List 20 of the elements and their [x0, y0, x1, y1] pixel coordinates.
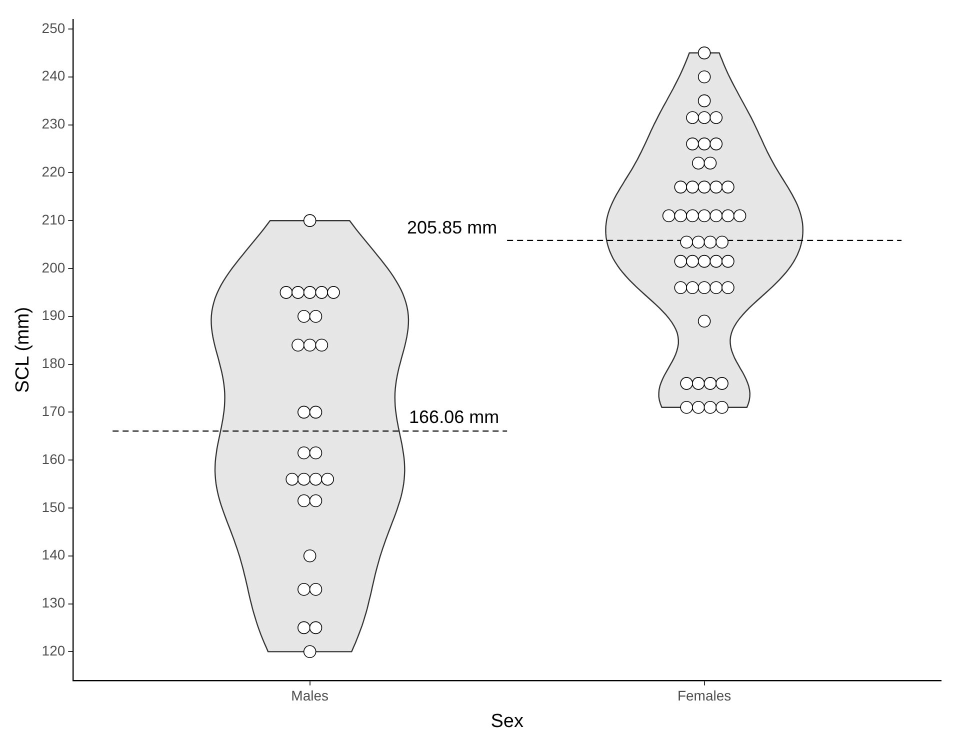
y-tick-label: 210 [42, 211, 66, 228]
x-tick-label: Females [677, 688, 732, 704]
y-tick-label: 250 [42, 20, 66, 36]
y-tick-label: 240 [42, 68, 66, 84]
ref-line-label: 205.85 mm [407, 217, 498, 238]
y-tick-label: 220 [42, 164, 66, 180]
y-axis-title: SCL (mm) [12, 306, 34, 393]
y-tick-label: 180 [42, 355, 66, 372]
y-tick-label: 130 [42, 594, 66, 611]
x-axis-title: Sex [490, 710, 524, 732]
y-tick-label: 160 [42, 450, 66, 467]
y-tick-label: 170 [42, 403, 66, 420]
y-tick-label: 200 [42, 259, 66, 276]
y-tick-label: 140 [42, 546, 66, 563]
y-tick-label: 190 [42, 307, 66, 324]
y-tick-label: 230 [42, 116, 66, 132]
y-tick-label: 150 [42, 498, 66, 515]
y-tick-label: 120 [42, 642, 66, 659]
ref-line-label: 166.06 mm [409, 407, 500, 428]
x-tick-label: Males [291, 688, 329, 704]
